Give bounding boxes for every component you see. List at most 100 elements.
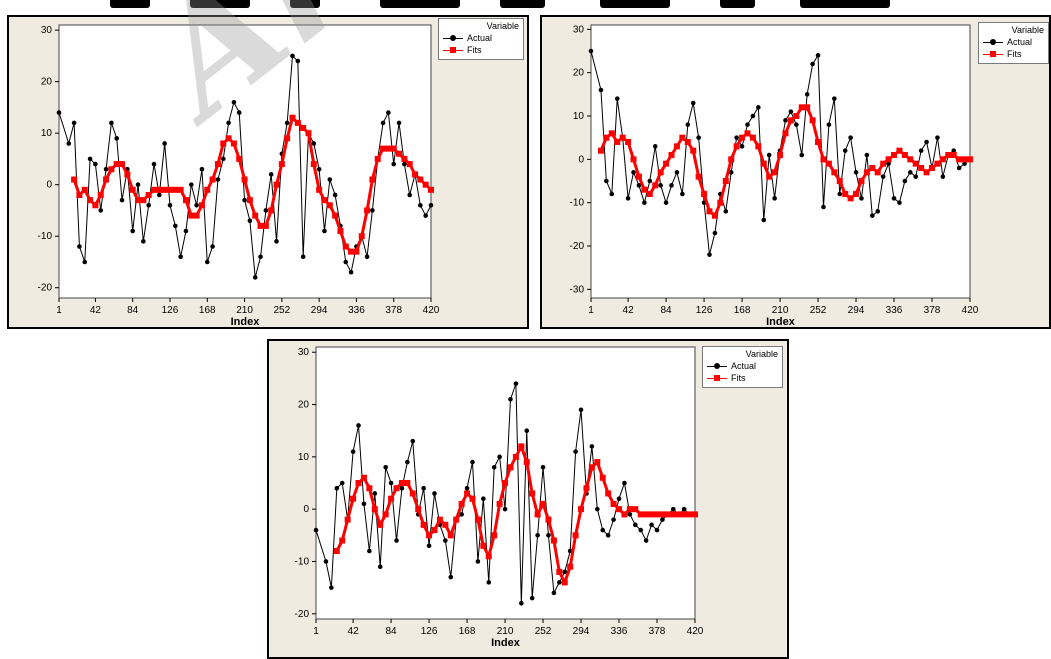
- data-point-fits: [198, 202, 205, 209]
- data-point-actual: [842, 148, 848, 153]
- data-point-fits: [782, 130, 789, 137]
- chart-panel-3: 1 42 84 126 168 210 252 294 336 378 420 -20 -10 0 10 20…: [267, 339, 789, 659]
- data-point-fits: [393, 485, 400, 492]
- x-tick-label: 42: [90, 305, 102, 316]
- data-point-actual: [66, 141, 72, 146]
- y-tick-label: 30: [573, 24, 585, 35]
- data-point-actual: [794, 122, 799, 127]
- data-point-actual: [114, 136, 120, 141]
- legend-title: Variable: [1011, 25, 1044, 35]
- data-point-actual: [886, 161, 891, 166]
- data-point-fits: [739, 134, 746, 141]
- y-tick-label: 20: [41, 77, 53, 88]
- x-tick-label: 378: [649, 626, 666, 637]
- data-point-actual: [204, 259, 210, 265]
- data-point-actual: [766, 152, 772, 158]
- x-tick-label: 126: [421, 626, 438, 637]
- data-point-actual: [924, 139, 929, 145]
- x-axis-label: Index: [491, 637, 521, 649]
- data-point-fits: [717, 199, 724, 206]
- data-point-actual: [394, 538, 399, 543]
- data-point-fits: [945, 152, 952, 158]
- data-point-actual: [783, 118, 788, 123]
- data-point-actual: [788, 109, 794, 114]
- data-point-fits: [896, 147, 903, 154]
- x-tick-label: 420: [962, 305, 979, 316]
- data-point-fits: [103, 176, 110, 183]
- y-tick-label: -20: [570, 241, 585, 252]
- data-point-fits: [967, 156, 973, 163]
- data-point-actual: [696, 135, 701, 140]
- data-point-fits: [71, 176, 78, 183]
- data-point-actual: [407, 192, 412, 198]
- data-point-fits: [621, 511, 628, 518]
- data-point-fits: [663, 160, 670, 167]
- data-point-fits: [458, 500, 465, 507]
- data-point-fits: [225, 135, 232, 142]
- data-point-actual: [598, 87, 604, 93]
- data-point-actual: [402, 161, 407, 167]
- data-point-fits: [853, 191, 860, 197]
- data-point-actual: [56, 110, 62, 115]
- data-point-fits: [385, 145, 392, 152]
- data-point-fits: [869, 165, 876, 171]
- data-point-actual: [902, 178, 908, 184]
- data-point-fits: [453, 516, 460, 523]
- data-point-actual: [918, 148, 924, 153]
- data-point-fits: [675, 511, 682, 518]
- data-point-actual: [674, 170, 680, 175]
- x-tick-label: 252: [535, 626, 552, 637]
- data-point-fits: [695, 173, 702, 180]
- data-point-actual: [481, 496, 486, 501]
- data-point-fits: [804, 104, 811, 111]
- data-point-actual: [418, 202, 423, 208]
- data-point-actual: [750, 113, 756, 119]
- data-point-actual: [399, 485, 405, 491]
- x-tick-label: 294: [311, 305, 328, 316]
- data-point-fits: [409, 490, 416, 497]
- data-point-actual: [660, 517, 665, 522]
- data-point-actual: [595, 506, 600, 512]
- data-point-actual: [891, 196, 897, 201]
- data-point-fits: [670, 511, 677, 518]
- data-point-actual: [135, 182, 141, 187]
- x-tick-label: 252: [810, 305, 827, 316]
- data-point-fits: [188, 212, 195, 219]
- x-tick-label: 126: [162, 305, 179, 316]
- x-tick-label: 294: [848, 305, 865, 316]
- data-point-fits: [608, 130, 615, 137]
- data-point-actual: [663, 200, 669, 205]
- data-point-fits: [512, 453, 519, 460]
- data-point-fits: [316, 186, 323, 193]
- data-point-actual: [386, 110, 391, 115]
- data-point-fits: [831, 169, 838, 176]
- data-point-fits: [684, 139, 691, 145]
- data-point-actual: [380, 120, 386, 126]
- y-tick-label: -30: [570, 284, 585, 295]
- data-point-fits: [220, 140, 227, 147]
- data-point-actual: [728, 170, 734, 175]
- data-point-fits: [262, 222, 269, 229]
- data-point-fits: [518, 443, 525, 450]
- data-point-fits: [610, 500, 617, 507]
- data-point-actual: [826, 122, 832, 127]
- data-point-actual: [513, 381, 519, 386]
- y-tick-label: -10: [38, 231, 53, 242]
- data-point-actual: [448, 574, 454, 580]
- x-tick-label: 210: [772, 305, 789, 316]
- data-point-fits: [332, 212, 339, 219]
- data-point-fits: [305, 130, 312, 137]
- y-tick-label: 0: [46, 180, 52, 191]
- data-point-fits: [545, 516, 552, 523]
- data-point-actual: [604, 178, 609, 184]
- y-tick-label: 10: [573, 111, 585, 122]
- data-point-fits: [172, 186, 179, 193]
- data-point-fits: [236, 155, 243, 162]
- data-point-actual: [636, 183, 642, 188]
- data-point-actual: [423, 213, 428, 218]
- data-point-fits: [632, 506, 639, 513]
- data-point-fits: [401, 155, 408, 162]
- data-point-fits: [605, 490, 612, 497]
- data-point-actual: [745, 122, 750, 127]
- data-point-actual: [356, 423, 361, 428]
